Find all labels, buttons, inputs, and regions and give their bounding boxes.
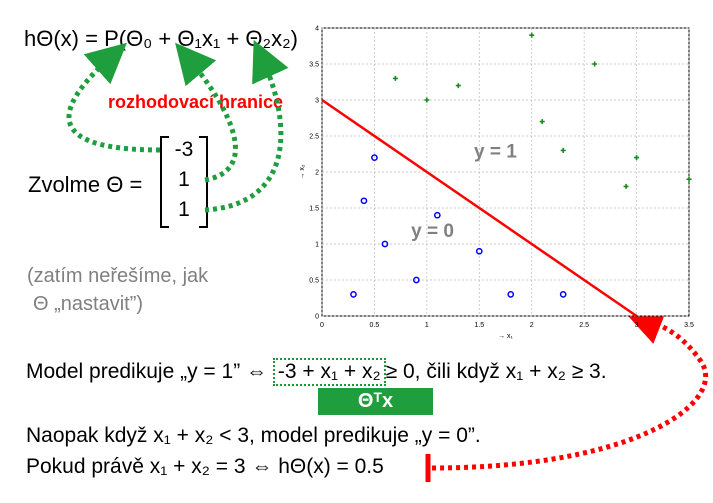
theta-0-value: -3 (174, 138, 194, 161)
arrow-theta2 (204, 39, 289, 213)
prediction-prefix: Model predikuje „y = 1” ⇔ (26, 360, 273, 383)
y-tick-label: 1.5 (309, 206, 319, 213)
y-tick-label: 0 (315, 314, 319, 321)
class-0-point (350, 291, 357, 298)
note-line-1: (zatím neřešíme, jak (27, 265, 209, 287)
left-bracket (160, 136, 169, 228)
arrow-to-boundary (431, 306, 708, 471)
class-0-point (381, 240, 389, 248)
plot-frame (321, 27, 690, 317)
class-0-point (559, 291, 567, 298)
decision-boundary-label: rozhodovací hranice (108, 92, 284, 112)
exactly-line: Pokud právě x₁ + x₂ = 3 ⇔ hΘ(x) = 0.5 (26, 455, 384, 478)
class-1-point (424, 97, 430, 103)
class-1-point (392, 75, 398, 81)
theta-transpose-x-box: Θᵀx (318, 388, 433, 415)
arrow-theta0 (66, 42, 161, 153)
class-0-point (413, 276, 420, 284)
class-1-point (455, 83, 461, 89)
x-tick-label: 1.5 (474, 322, 484, 329)
class-1-point (560, 147, 566, 153)
y-tick-label: 1 (315, 242, 319, 249)
region-label-y0: y = 0 (411, 221, 454, 242)
x-tick-label: 0.5 (370, 322, 380, 329)
scatter-chart: 0 0.5 1 1.5 2 2.5 3 3.5 0 0.5 1 1.5 2 2.5 3 3.5 4 → x₁ → x… (299, 26, 694, 341)
otherwise-line: Naopak když x₁ + x₂ < 3, model predikuje… (26, 424, 481, 447)
arrow-theta1 (175, 42, 238, 183)
decision-boundary-line (321, 98, 638, 318)
x-tick-label: 1 (425, 322, 429, 329)
class-1-point (623, 183, 629, 189)
y-tick-label: 2.5 (309, 134, 319, 141)
x-tick-label: 3 (635, 322, 639, 329)
class-1-point (686, 176, 692, 182)
class-1-point (539, 119, 545, 125)
prediction-line: Model predikuje „y = 1” ⇔ -3 + x₁ + x₂ ≥ … (26, 358, 607, 386)
class-0-point (360, 197, 368, 205)
class-0-point (475, 247, 483, 255)
class-0-point (507, 291, 515, 298)
note-line-2: Θ „nastavit”) (33, 293, 144, 315)
x-axis-label: → x₁ (498, 333, 513, 340)
class-1-point (529, 32, 535, 38)
class-1-point (592, 61, 598, 67)
theta-1-value: 1 (178, 168, 190, 191)
y-tick-label: 3 (315, 98, 319, 105)
x-tick-label: 2 (530, 322, 534, 329)
x-tick-label: 0 (320, 322, 324, 329)
y-tick-label: 0.5 (309, 278, 319, 285)
choose-theta-label: Zvolme Θ = (28, 172, 143, 197)
y-axis-label: → x₂ (299, 164, 306, 179)
theta-2-value: 1 (178, 198, 190, 221)
x-tick-label: 2.5 (579, 322, 589, 329)
note: (zatím neřešíme, jak Θ „nastavit”) (27, 262, 208, 318)
linear-term-box: -3 + x₁ + x₂ (272, 358, 386, 386)
y-tick-label: 4 (315, 26, 319, 33)
class-0-point (371, 154, 378, 161)
y-tick-label: 3.5 (309, 62, 319, 69)
region-label-y1: y = 1 (474, 142, 517, 163)
class-0-point (433, 211, 441, 219)
class-1-point (634, 155, 640, 161)
x-tick-label: 3.5 (684, 322, 694, 329)
prediction-suffix: ≥ 0, čili když x₁ + x₂ ≥ 3. (385, 360, 607, 383)
y-tick-label: 2 (315, 170, 319, 177)
